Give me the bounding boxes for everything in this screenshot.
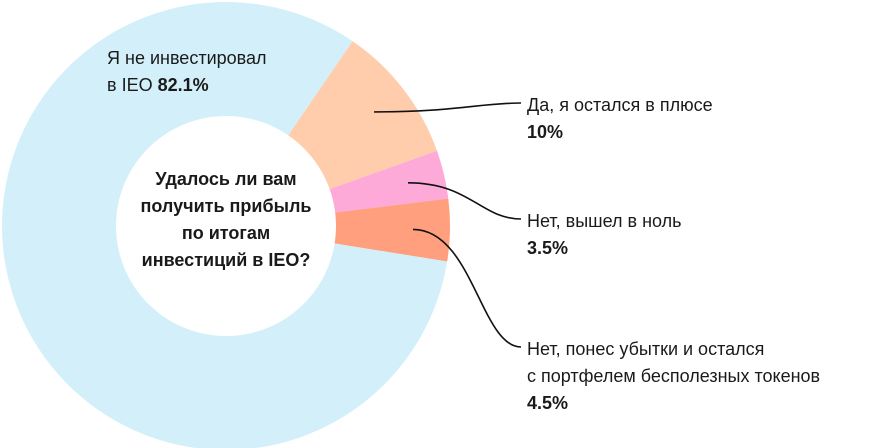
leader-line-profit: [374, 102, 522, 113]
label-not-invested-value: 82.1%: [157, 75, 209, 95]
slice-loss: [226, 198, 451, 262]
leader-line-break-even: [407, 182, 522, 220]
label-loss: Нет, понес убытки и остался с портфелем …: [527, 336, 820, 417]
label-loss-line-2: с портфелем бесполезных токенов: [527, 366, 821, 386]
donut-hole: [116, 116, 336, 336]
label-profit: Да, я остался в плюсе 10%: [527, 92, 713, 146]
label-profit-line-1: Да, я остался в плюсе: [527, 95, 713, 115]
center-title-line-4: инвестиций в IEO?: [141, 250, 311, 270]
center-title-line-3: по итогам: [181, 223, 271, 243]
center-title-line-1: Удалось ли вам: [155, 169, 297, 189]
leader-line-loss: [412, 228, 522, 348]
label-loss-value: 4.5%: [527, 393, 569, 413]
donut-center-title: Удалось ли вам получить прибыль по итога…: [110, 166, 342, 274]
label-loss-line-1: Нет, понес убытки и остался: [527, 339, 765, 359]
label-break-even-line-1: Нет, вышел в ноль: [527, 211, 682, 231]
center-title-line-2: получить прибыль: [140, 196, 312, 216]
label-break-even-value: 3.5%: [527, 238, 569, 258]
label-profit-value: 10%: [527, 122, 564, 142]
label-break-even: Нет, вышел в ноль 3.5%: [527, 208, 682, 262]
label-not-invested-line-1: Я не инвестировал: [107, 48, 267, 68]
label-not-invested: Я не инвестировал в IEO 82.1%: [107, 45, 267, 99]
label-not-invested-line-2: в IEO: [107, 75, 153, 95]
